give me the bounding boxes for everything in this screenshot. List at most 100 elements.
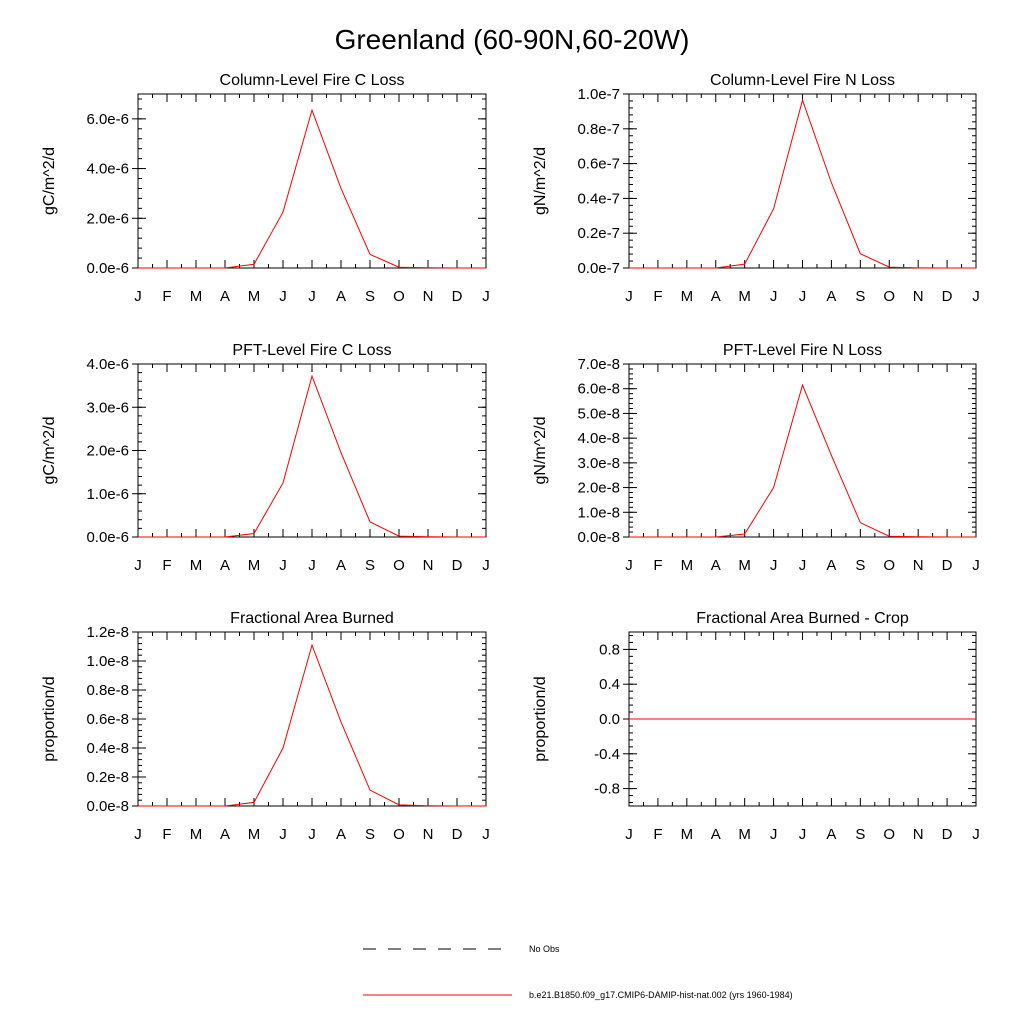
x-tick-label: J [770,826,778,843]
y-tick-label: -0.4 [594,746,620,763]
x-tick-label: D [452,288,463,305]
x-tick-label: N [913,557,924,574]
plot-frame [628,93,977,269]
y-tick-label: 0.2e-7 [577,225,620,242]
x-tick-label: N [423,557,434,574]
x-tick-label: O [393,826,405,843]
y-tick-label: 4.0e-6 [86,161,129,178]
y-tick-label: 3.0e-6 [86,399,129,416]
x-tick-label: O [393,288,405,305]
x-tick-label: J [279,288,287,305]
x-tick-label: F [653,557,662,574]
x-tick-label: J [625,288,633,305]
x-tick-label: O [883,826,895,843]
y-tick-label: 2.0e-6 [86,443,129,460]
x-tick-label: N [913,288,924,305]
y-tick-label: 1.2e-8 [86,624,129,641]
x-tick-label: S [855,826,865,843]
x-tick-label: M [738,557,751,574]
x-tick-label: J [308,288,316,305]
y-tick-label: 0.8 [599,641,620,658]
y-tick-label: 0.8e-8 [86,682,129,699]
x-tick-label: A [336,288,346,305]
x-tick-label: M [190,288,203,305]
x-tick-label: F [653,288,662,305]
y-tick-label: 0.4e-8 [86,740,129,757]
x-tick-label: F [653,826,662,843]
x-tick-label: S [365,288,375,305]
x-tick-label: A [826,288,836,305]
x-tick-label: D [942,557,953,574]
x-tick-label: S [365,557,375,574]
x-tick-label: A [711,288,721,305]
x-tick-label: J [482,826,490,843]
y-tick-label: 1.0e-8 [86,653,129,670]
y-tick-label: 6.0e-6 [86,111,129,128]
panel-title: Fractional Area Burned [230,610,394,627]
x-tick-label: J [482,288,490,305]
series-line-1 [629,383,976,538]
x-tick-label: J [134,826,142,843]
y-axis-label: gC/m^2/d [41,147,58,215]
plot-frame [137,631,487,807]
y-tick-label: 0.8e-7 [577,121,620,138]
panel-title: Column-Level Fire C Loss [220,72,405,89]
x-tick-label: A [336,826,346,843]
x-tick-label: J [308,557,316,574]
y-axis-label: gC/m^2/d [41,417,58,485]
panel-title: PFT-Level Fire C Loss [232,342,391,359]
y-tick-label: 1.0e-8 [577,504,620,521]
y-tick-label: 0.0e-6 [86,260,129,277]
x-tick-label: D [452,826,463,843]
y-tick-label: 0.6e-7 [577,156,620,173]
y-tick-label: 2.0e-6 [86,210,129,227]
y-axis-label: gN/m^2/d [532,417,549,485]
series-line-1 [629,98,976,269]
y-tick-label: 4.0e-8 [577,430,620,447]
x-tick-label: A [220,557,230,574]
x-tick-label: M [190,826,203,843]
x-tick-label: J [625,826,633,843]
y-tick-label: 3.0e-8 [577,455,620,472]
x-tick-label: M [681,826,694,843]
y-tick-label: 0.0e-6 [86,529,129,546]
x-tick-label: O [883,557,895,574]
y-tick-label: 2.0e-8 [577,480,620,497]
x-tick-label: J [770,288,778,305]
x-tick-label: A [220,826,230,843]
x-tick-label: N [913,826,924,843]
x-tick-label: J [482,557,490,574]
x-tick-label: J [799,557,807,574]
panel-title: Fractional Area Burned - Crop [696,610,909,627]
x-tick-label: J [279,557,287,574]
y-tick-label: 0.0e-8 [86,798,129,815]
y-tick-label: 0.0 [599,711,620,728]
y-tick-label: 4.0e-6 [86,356,129,373]
x-tick-label: N [423,288,434,305]
x-tick-label: D [452,557,463,574]
panel-title: Column-Level Fire N Loss [710,72,895,89]
y-axis-label: proportion/d [532,676,549,761]
y-axis-label: proportion/d [41,676,58,761]
x-tick-label: J [972,288,980,305]
x-tick-label: J [279,826,287,843]
plot-frame [137,363,487,538]
x-tick-label: J [625,557,633,574]
x-tick-label: M [738,826,751,843]
x-tick-label: A [711,557,721,574]
x-tick-label: A [711,826,721,843]
x-tick-label: M [248,826,261,843]
x-tick-label: M [681,557,694,574]
y-tick-label: 1.0e-6 [86,486,129,503]
legend: No Obs b.e21.B1850.f09_g17.CMIP6-DAMIP-hi… [363,944,793,1000]
y-tick-label: 0.0e-7 [577,260,620,277]
plot-frame [137,93,487,269]
x-tick-label: D [942,288,953,305]
x-tick-label: S [365,826,375,843]
y-tick-label: 1.0e-7 [577,86,620,103]
